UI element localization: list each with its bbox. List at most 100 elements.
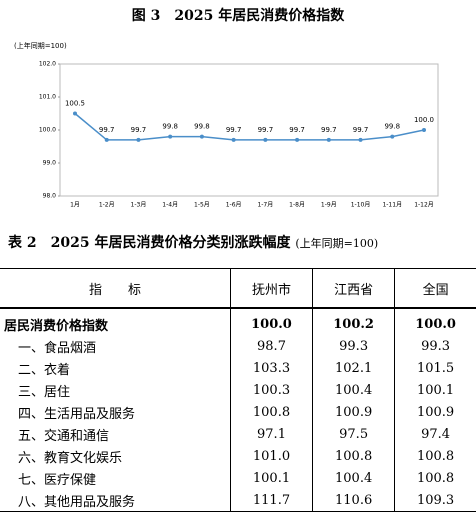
table-cell: 100.0	[229, 308, 313, 335]
table-cell: 100.8	[229, 401, 313, 423]
data-label: 99.7	[258, 126, 274, 134]
table-body: 居民消费价格指数 100.0 100.2 100.0 一、食品烟酒 98.7 99.3 99.…	[0, 308, 476, 512]
table-cell: 111.7	[229, 489, 313, 512]
table-title-text: 表 2 2025 年居民消费价格分类别涨跌幅度	[8, 235, 291, 251]
table-cell: 100.9	[312, 401, 395, 423]
table-cell: 八、其他用品及服务	[0, 489, 231, 512]
table-cell: 100.2	[312, 308, 395, 335]
table-cell: 100.3	[229, 379, 313, 401]
x-tick-label: 1-12月	[414, 202, 434, 209]
table-cell: 五、交通和通信	[18, 428, 110, 444]
x-tick-label: 1-5月	[194, 202, 210, 209]
x-tick-label: 1-11月	[382, 202, 402, 209]
header-row: 指 标抚州市 江西省 全国	[0, 268, 476, 309]
table-cell: 110.6	[312, 489, 395, 512]
table-cell: 四、生活用品及服务	[18, 406, 136, 422]
header-cell: 指 标	[0, 268, 231, 309]
table-row: 四、生活用品及服务 100.8 100.9 100.9	[0, 401, 476, 423]
x-tick-label: 1-8月	[289, 202, 305, 209]
table-cell: 109.3	[394, 489, 476, 512]
data-label: 99.8	[384, 123, 400, 131]
x-tick-label: 1-7月	[257, 202, 273, 209]
table-cell: 100.4	[312, 379, 395, 401]
table-cell: 97.1	[229, 423, 313, 445]
data-point	[231, 137, 236, 142]
data-point	[199, 134, 204, 139]
y-tick-label: 101.0	[39, 94, 56, 101]
table-cell: 三、居住	[18, 384, 71, 400]
table-row: 五、交通和通信 97.1 97.5 97.4	[0, 423, 476, 445]
data-label: 99.7	[131, 126, 147, 134]
table-row: 居民消费价格指数 100.0 100.2 100.0	[0, 308, 476, 335]
data-point	[422, 128, 426, 132]
table-cell: 101.5	[394, 357, 476, 379]
header-cell: 抚州市	[229, 268, 313, 309]
data-label: 99.7	[321, 126, 337, 134]
table-cell: 100.9	[394, 401, 476, 423]
data-label: 99.7	[99, 126, 115, 134]
x-tick-label: 1-3月	[131, 202, 147, 209]
table-row: 八、其他用品及服务 111.7 110.6 109.3	[0, 489, 476, 512]
y-tick-label: 102.0	[39, 61, 56, 68]
table-cell: 100.8	[312, 445, 395, 467]
table-row: 七、医疗保健 100.1 100.4 100.8	[0, 467, 476, 489]
chart: 图 3 2025 年居民消费价格指数 (上年同期=100) 98.0 99.0 10…	[14, 7, 439, 209]
data-point	[73, 111, 77, 116]
data-label: 99.8	[162, 123, 178, 131]
data-label: 100.0	[414, 116, 434, 124]
table-cell: 六、教育文化娱乐	[18, 450, 123, 466]
table-cell: 100.1	[229, 467, 313, 489]
header-cell: 全国	[394, 268, 476, 309]
x-tick-label: 1-10月	[351, 202, 371, 209]
x-tick-label: 1-6月	[226, 202, 242, 209]
table: 指 标抚州市 江西省 全国居民消费价格指数 100.0 100.2 100.0 一、食品烟酒…	[0, 268, 476, 512]
table-cell: 103.3	[229, 357, 313, 379]
table-cell: 99.3	[312, 335, 395, 357]
data-point	[263, 137, 268, 142]
plot-frame	[59, 63, 439, 197]
table-cell: 二、衣着	[18, 362, 71, 378]
data-point	[326, 137, 331, 142]
table-cell: 100.0	[394, 308, 476, 335]
data-label: 99.8	[194, 123, 210, 131]
table-cell: 98.7	[229, 335, 313, 357]
chart-title: 图 3 2025 年居民消费价格指数	[132, 7, 345, 24]
data-line	[74, 112, 425, 141]
x-tick-label: 1-4月	[162, 202, 178, 209]
table-subtitle: (上年同期=100)	[295, 237, 379, 250]
x-tick-label: 1-2月	[99, 202, 115, 209]
data-label: 99.7	[353, 126, 369, 134]
table-cell: 97.4	[394, 423, 476, 445]
data-point	[168, 134, 173, 139]
data-point	[390, 134, 395, 139]
y-tick-label: 100.0	[39, 127, 56, 134]
table-cell: 100.1	[394, 379, 476, 401]
table-cell: 102.1	[312, 357, 395, 379]
table-cell: 99.3	[394, 335, 476, 357]
y-tick-label: 99.0	[43, 160, 57, 167]
table-row: 一、食品烟酒 98.7 99.3 99.3	[0, 335, 476, 357]
data-label: 99.7	[226, 126, 242, 134]
data-point	[104, 137, 109, 142]
table-cell: 101.0	[229, 445, 313, 467]
table-row: 二、衣着 103.3 102.1 101.5	[0, 357, 476, 379]
data-label: 99.7	[289, 126, 305, 134]
table-cell: 一、食品烟酒	[18, 340, 97, 356]
table-title: 表 2 2025 年居民消费价格分类别涨跌幅度 (上年同期=100)	[8, 232, 378, 252]
data-point	[136, 137, 141, 142]
y-axis-label: (上年同期=100)	[14, 41, 67, 50]
header-cell: 江西省	[312, 268, 395, 309]
x-tick-label: 1月	[70, 202, 80, 209]
data-point	[358, 137, 363, 142]
table-cell: 七、医疗保健	[18, 472, 97, 488]
table-cell: 居民消费价格指数	[4, 318, 109, 334]
table-cell: 100.8	[394, 467, 476, 489]
table-cell: 100.8	[394, 445, 476, 467]
x-tick-label: 1-9月	[321, 202, 337, 209]
table-cell: 100.4	[312, 467, 395, 489]
table-row: 三、居住 100.3 100.4 100.1	[0, 379, 476, 401]
data-label: 100.5	[65, 100, 85, 108]
table-row: 六、教育文化娱乐 101.0 100.8 100.8	[0, 445, 476, 467]
table-cell: 97.5	[312, 423, 395, 445]
